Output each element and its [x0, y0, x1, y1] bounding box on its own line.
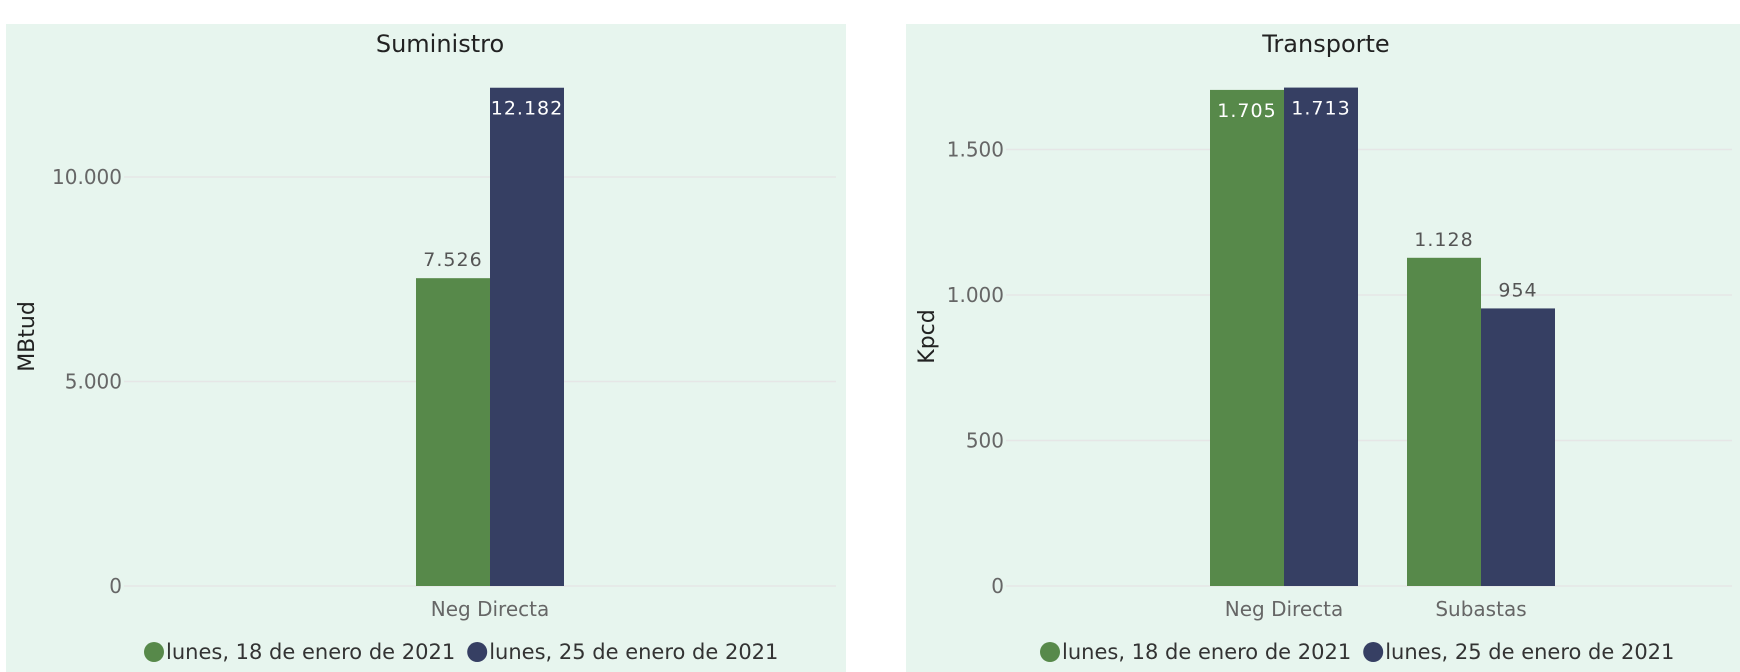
- legend-entry: lunes, 18 de enero de 2021: [166, 640, 455, 664]
- data-label: 1.713: [1291, 98, 1350, 120]
- y-tick-label: 1.500: [947, 138, 1004, 162]
- bar: [1481, 308, 1555, 586]
- data-label: 1.128: [1414, 229, 1473, 251]
- data-label: 7.526: [423, 249, 482, 271]
- legend-marker: [467, 642, 488, 662]
- chart-panel-transporte: Transporte 0 500 1.000 1.500 Kpcd 1.705 1.713 Ne…: [906, 24, 1740, 672]
- data-label: 954: [1498, 279, 1537, 301]
- x-tick-label: Neg Directa: [1225, 597, 1343, 621]
- chart-title: Suministro: [376, 30, 504, 58]
- bar: [1210, 89, 1284, 587]
- y-tick-label: 500: [966, 429, 1004, 453]
- chart-suministro: Suministro 0 5.000 10.000 MBtud 7.526 12.182 Ne…: [15, 30, 836, 664]
- y-tick-label: 10.000: [52, 165, 122, 189]
- chart-title: Transporte: [1261, 30, 1389, 58]
- chart-transporte: Transporte 0 500 1.000 1.500 Kpcd 1.705 1.713 Ne…: [915, 30, 1732, 664]
- y-tick-label: 5.000: [65, 369, 122, 393]
- legend-entry: lunes, 18 de enero de 2021: [1062, 640, 1351, 664]
- y-axis-label: Kpcd: [915, 309, 940, 363]
- y-tick-label: 0: [991, 574, 1004, 598]
- legend-entry: lunes, 25 de enero de 2021: [1385, 640, 1674, 664]
- data-label: 1.705: [1217, 100, 1276, 122]
- bar: [490, 87, 564, 586]
- legend-marker: [144, 642, 164, 662]
- legend-marker: [1363, 642, 1384, 662]
- x-tick-label: Subastas: [1435, 597, 1526, 621]
- x-tick-label: Neg Directa: [431, 597, 549, 621]
- bar: [1407, 257, 1481, 586]
- y-tick-label: 1.000: [947, 283, 1004, 307]
- y-axis-label: MBtud: [15, 301, 40, 372]
- y-tick-label: 0: [109, 574, 122, 598]
- bar: [1284, 87, 1358, 587]
- legend-entry: lunes, 25 de enero de 2021: [489, 640, 778, 664]
- data-label: 12.182: [491, 98, 563, 120]
- chart-panel-suministro: Suministro 0 5.000 10.000 MBtud 7.526 12.182 Ne…: [6, 24, 846, 672]
- legend-marker: [1040, 642, 1060, 662]
- bar: [416, 278, 490, 586]
